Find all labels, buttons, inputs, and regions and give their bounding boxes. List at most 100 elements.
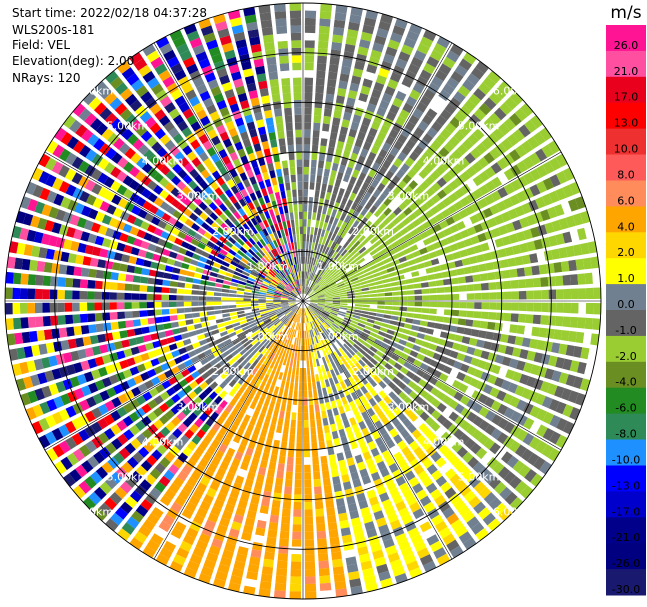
ppi-gate (317, 426, 324, 435)
ppi-gate (156, 147, 168, 158)
ppi-gate (393, 245, 403, 253)
ppi-gate (209, 191, 218, 201)
ppi-gate (364, 211, 373, 220)
ppi-gate (343, 51, 354, 61)
ppi-gate (498, 366, 508, 377)
ppi-gate (187, 365, 197, 374)
ppi-gate (414, 406, 424, 417)
ppi-gate (281, 293, 290, 297)
ppi-gate (548, 355, 558, 367)
ppi-gate (426, 482, 438, 494)
ppi-gate (442, 56, 456, 69)
ppi-gate (332, 301, 341, 303)
ppi-gate (79, 279, 88, 289)
ppi-gate (565, 245, 575, 258)
ppi-gate (307, 279, 310, 287)
ppi-gate (55, 209, 66, 221)
ppi-gate (31, 245, 41, 258)
ppi-gate (276, 311, 284, 316)
ppi-gate (279, 530, 290, 539)
ppi-gate (279, 448, 287, 457)
ppi-gate (385, 170, 395, 180)
ppi-gate (135, 465, 148, 477)
ppi-gate (355, 362, 363, 371)
ppi-gate (180, 368, 190, 378)
ppi-gate (109, 312, 118, 320)
ppi-gate (480, 311, 489, 320)
ppi-gate (237, 345, 245, 353)
ppi-gate (99, 107, 112, 121)
ppi-gate (316, 277, 322, 284)
ppi-gate (388, 191, 397, 201)
ppi-gate (336, 266, 344, 273)
ppi-gate (468, 476, 481, 489)
ppi-gate (130, 119, 143, 132)
ppi-gate (259, 505, 269, 515)
ppi-gate (99, 502, 113, 516)
ppi-gate (380, 342, 389, 349)
ppi-gate (348, 325, 356, 331)
ppi-gate (228, 464, 238, 475)
ppi-gate (304, 62, 314, 71)
ppi-gate (328, 200, 335, 209)
ppi-gate (346, 97, 356, 107)
ppi-gate (554, 204, 565, 217)
ppi-gate (214, 314, 223, 319)
ppi-gate (323, 254, 329, 263)
ppi-gate (195, 539, 208, 551)
ppi-gate (281, 316, 288, 322)
ppi-gate (248, 322, 257, 328)
ppi-gate (250, 298, 259, 301)
ppi-gate (265, 341, 273, 349)
ppi-gate (516, 325, 526, 335)
ppi-gate (374, 172, 384, 182)
ppi-gate (226, 328, 235, 334)
ppi-gate (29, 330, 38, 343)
ppi-gate (179, 50, 193, 62)
ppi-gate (34, 201, 45, 214)
ppi-gate (336, 281, 344, 286)
ppi-gate (322, 470, 330, 479)
ppi-gate (346, 327, 355, 334)
ppi-gate (391, 311, 400, 316)
colorbar-label: -13.0 (612, 479, 640, 492)
ppi-gate (180, 353, 190, 361)
ppi-gate (322, 286, 330, 291)
ppi-gate (231, 567, 244, 578)
ppi-gate (501, 451, 513, 464)
ppi-gate (273, 303, 281, 306)
ppi-gate (71, 432, 84, 446)
ppi-gate (67, 253, 77, 264)
ppi-gate (320, 271, 327, 278)
ppi-gate (477, 156, 489, 169)
ppi-gate (317, 160, 325, 169)
ppi-gate (333, 19, 346, 29)
ppi-gate (291, 227, 296, 235)
ppi-gate (546, 328, 555, 339)
ppi-gate (266, 391, 273, 400)
ppi-gate (57, 302, 65, 313)
ppi-gate (216, 176, 226, 186)
ppi-gate (141, 428, 153, 440)
ppi-gate (318, 268, 324, 276)
ppi-gate (340, 221, 348, 230)
ppi-gate (310, 295, 318, 299)
ppi-gate (544, 368, 555, 380)
ppi-gate (141, 403, 152, 414)
ppi-gate (558, 217, 569, 230)
ppi-gate (240, 131, 249, 141)
ppi-gate (221, 81, 233, 92)
ppi-gate (432, 241, 442, 250)
ppi-gate (323, 287, 331, 292)
ppi-gate (221, 293, 229, 297)
ppi-gate (308, 306, 314, 312)
ppi-gate (457, 504, 471, 517)
ppi-gate (120, 501, 133, 514)
ppi-gate (432, 352, 442, 361)
ppi-gate (211, 135, 221, 146)
ppi-gate (243, 267, 252, 274)
ppi-gate (278, 545, 289, 554)
ppi-gate (141, 162, 153, 174)
ppi-gate (335, 4, 348, 14)
ppi-gate (400, 261, 409, 269)
